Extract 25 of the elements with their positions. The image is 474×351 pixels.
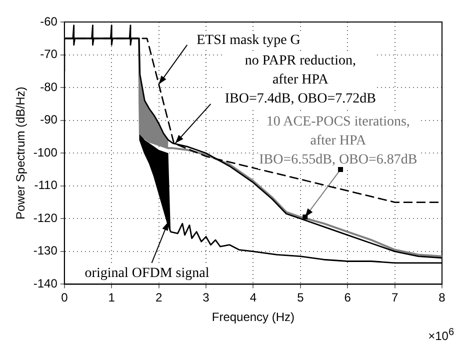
x-tick-label: 0 [61, 290, 68, 305]
y-tick-label: -90 [40, 112, 58, 127]
x-tick-label: 3 [202, 290, 210, 305]
y-tick-label: -70 [40, 47, 58, 62]
y-tick-label: -120 [33, 210, 58, 225]
x-tick-label: 4 [250, 290, 257, 305]
y-tick-label: -60 [40, 14, 58, 28]
x-tick-label: 7 [391, 290, 398, 305]
x-tick-label: 1 [108, 290, 116, 305]
x-tick-label: 5 [297, 290, 304, 305]
annotation: ETSI mask type G [196, 33, 300, 48]
annotation: no PAPR reduction, after HPA IBO=7.4dB, OBO=7.72dB [224, 53, 376, 106]
y-tick-label: -110 [34, 178, 58, 192]
x-tick-label: 8 [438, 290, 446, 305]
text: ×10$^{6}$ [428, 327, 454, 343]
annotation: original OFDM signal [84, 266, 210, 282]
y-tick-label: -130 [33, 244, 58, 258]
y-tick-label: -100 [33, 145, 58, 160]
y-tick-label: -80 [40, 80, 58, 94]
x-tick-label: 2 [155, 290, 162, 305]
x-axis-title: Frequency (Hz) [212, 310, 295, 324]
y-axis-title: Power Spectrum (dB/Hz) [14, 86, 28, 220]
x-tick-label: 6 [344, 290, 352, 305]
y-tick-label: -140 [33, 276, 58, 291]
annotation: 10 ACE-POCS iterations, after HPA IBO=6.55dB, OBO=6.87dB [259, 114, 418, 168]
